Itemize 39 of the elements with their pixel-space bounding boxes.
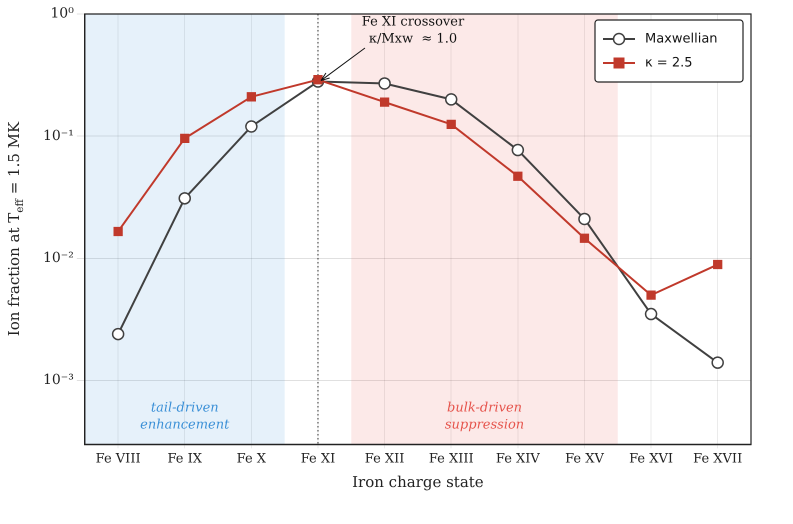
point	[644, 308, 658, 320]
x-tick-label: Fe XIII	[428, 452, 474, 467]
x-tick-label: Fe IX	[167, 452, 203, 467]
point	[578, 212, 591, 226]
x-tick-label: Fe XII	[364, 452, 404, 467]
y-tick-label: 10⁻³	[42, 372, 74, 388]
point	[378, 77, 391, 90]
point	[580, 234, 590, 243]
point	[446, 120, 456, 129]
legend-label: Maxwellian	[645, 31, 718, 46]
point	[180, 134, 190, 143]
x-axis-title: Iron charge state	[352, 472, 484, 491]
x-tick-label: Fe VIII	[96, 452, 141, 467]
x-tick-label: Fe X	[236, 452, 267, 467]
point	[178, 192, 191, 205]
x-tick-label: Fe XI	[300, 452, 336, 467]
x-tick-label: Fe XVII	[693, 452, 742, 467]
point	[113, 226, 123, 236]
band-label: bulk-driven suppression	[444, 400, 524, 432]
point	[713, 260, 722, 270]
point	[245, 120, 258, 133]
y-tick-label: 10⁻¹	[42, 128, 74, 144]
point	[513, 172, 522, 181]
point	[380, 97, 390, 107]
point	[246, 92, 256, 102]
annotation: Fe XI crossover κ/Mxw ≈ 1.0	[362, 14, 465, 46]
point	[112, 328, 124, 340]
x-tick-label: Fe XV	[565, 452, 604, 467]
point	[646, 290, 656, 300]
y-tick-label: 10⁻²	[42, 250, 74, 266]
legend-label: κ = 2.5	[645, 55, 692, 70]
point	[512, 144, 524, 156]
point	[444, 93, 458, 106]
band-label: tail-driven enhancement	[140, 400, 230, 432]
x-tick-label: Fe XVI	[629, 452, 674, 467]
y-tick-label: 10⁰	[50, 6, 74, 22]
point	[711, 356, 724, 369]
point	[313, 75, 323, 84]
x-tick-label: Fe XIV	[496, 452, 540, 467]
